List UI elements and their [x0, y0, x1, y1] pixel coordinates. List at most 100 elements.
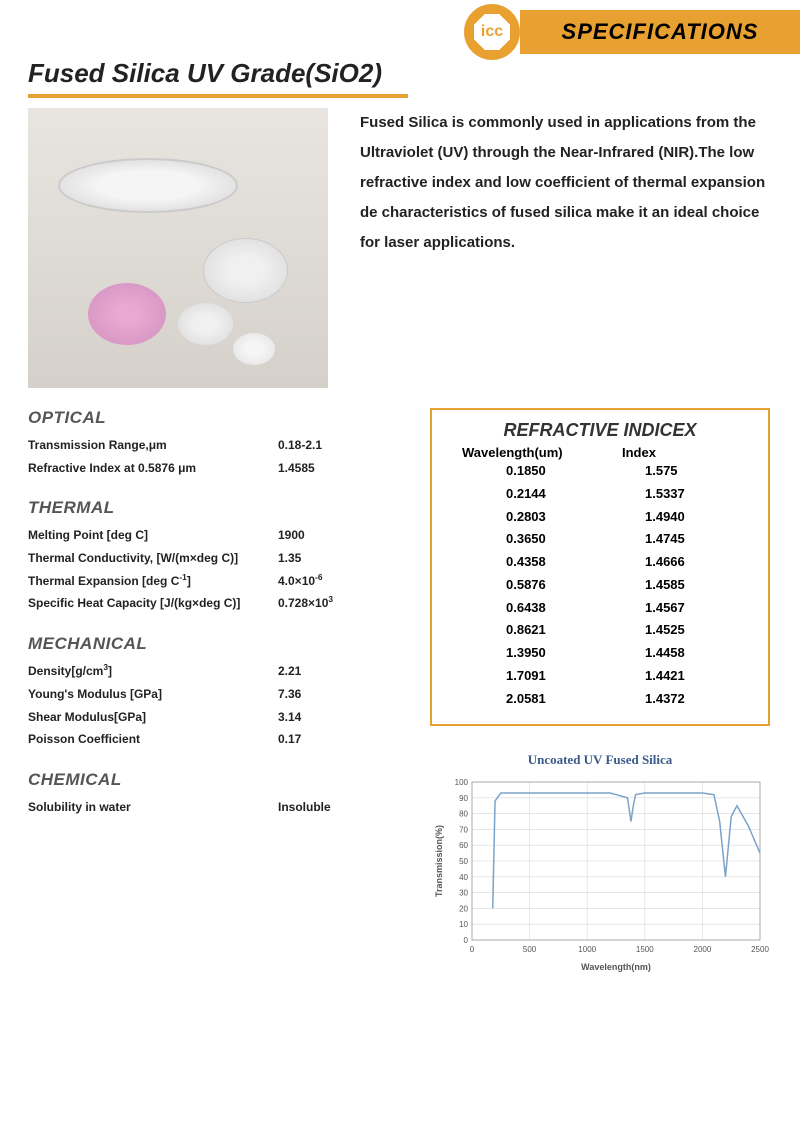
refractive-row: 2.05811.4372 — [450, 688, 750, 711]
wavelength-cell: 0.5876 — [450, 574, 625, 597]
refractive-table-header: Wavelength(um) Index — [450, 445, 750, 460]
svg-text:Transmission(%): Transmission(%) — [434, 825, 444, 897]
lens-shape — [203, 238, 288, 303]
spec-label: Shear Modulus[GPa] — [28, 706, 278, 729]
lens-shape — [58, 158, 238, 213]
spec-value: 7.36 — [278, 683, 408, 706]
svg-text:10: 10 — [459, 920, 468, 929]
refractive-col2: Index — [622, 445, 656, 460]
optical-heading: OPTICAL — [28, 408, 408, 428]
spec-row: Transmission Range,μm0.18-2.1 — [28, 434, 408, 457]
transmission-chart: Uncoated UV Fused Silica 010203040506070… — [430, 752, 770, 982]
refractive-index-table: REFRACTIVE INDICEX Wavelength(um) Index … — [430, 408, 770, 726]
svg-text:0: 0 — [464, 936, 469, 945]
chemical-section: CHEMICAL Solubility in waterInsoluble — [28, 770, 408, 819]
index-cell: 1.4567 — [625, 597, 750, 620]
spec-row: Thermal Conductivity, [W/(m×deg C)]1.35 — [28, 547, 408, 570]
refractive-row: 0.86211.4525 — [450, 619, 750, 642]
refractive-row: 1.70911.4421 — [450, 665, 750, 688]
spec-value: 0.17 — [278, 728, 408, 751]
wavelength-cell: 0.3650 — [450, 528, 625, 551]
spec-row: Poisson Coefficient0.17 — [28, 728, 408, 751]
svg-text:80: 80 — [459, 810, 468, 819]
wavelength-cell: 1.7091 — [450, 665, 625, 688]
spec-row: Refractive Index at 0.5876 μm1.4585 — [28, 457, 408, 480]
spec-value: 1.35 — [278, 547, 408, 570]
spec-row: Melting Point [deg C]1900 — [28, 524, 408, 547]
svg-text:2000: 2000 — [694, 945, 712, 954]
mechanical-section: MECHANICAL Density[g/cm3]2.21Young's Mod… — [28, 634, 408, 751]
spec-label: Thermal Expansion [deg C-1] — [28, 570, 278, 593]
lens-shape — [178, 303, 233, 345]
svg-text:100: 100 — [455, 778, 469, 787]
spec-value: 0.728×103 — [278, 592, 408, 615]
refractive-row: 0.18501.575 — [450, 460, 750, 483]
spec-label: Density[g/cm3] — [28, 660, 278, 683]
index-cell: 1.4458 — [625, 642, 750, 665]
refractive-row: 0.64381.4567 — [450, 597, 750, 620]
wavelength-cell: 0.6438 — [450, 597, 625, 620]
svg-text:500: 500 — [523, 945, 537, 954]
wavelength-cell: 0.4358 — [450, 551, 625, 574]
product-image — [28, 108, 328, 388]
index-cell: 1.4372 — [625, 688, 750, 711]
thermal-section: THERMAL Melting Point [deg C]1900Thermal… — [28, 498, 408, 615]
svg-text:50: 50 — [459, 857, 468, 866]
chart-svg: 0102030405060708090100050010001500200025… — [430, 774, 770, 974]
svg-text:0: 0 — [470, 945, 475, 954]
index-cell: 1.4666 — [625, 551, 750, 574]
page-title: Fused Silica UV Grade(SiO2) — [28, 58, 382, 89]
spec-label: Specific Heat Capacity [J/(kg×deg C)] — [28, 592, 278, 615]
thermal-heading: THERMAL — [28, 498, 408, 518]
spec-value: Insoluble — [278, 796, 408, 819]
index-cell: 1.4585 — [625, 574, 750, 597]
wavelength-cell: 0.1850 — [450, 460, 625, 483]
wavelength-cell: 1.3950 — [450, 642, 625, 665]
spec-row: Young's Modulus [GPa]7.36 — [28, 683, 408, 706]
chart-title: Uncoated UV Fused Silica — [430, 752, 770, 768]
index-cell: 1.4940 — [625, 506, 750, 529]
svg-text:90: 90 — [459, 794, 468, 803]
index-cell: 1.575 — [625, 460, 750, 483]
spec-row: Shear Modulus[GPa]3.14 — [28, 706, 408, 729]
index-cell: 1.4421 — [625, 665, 750, 688]
spec-row: Specific Heat Capacity [J/(kg×deg C)]0.7… — [28, 592, 408, 615]
chemical-heading: CHEMICAL — [28, 770, 408, 790]
specifications-label: SPECIFICATIONS — [562, 19, 759, 45]
wavelength-cell: 2.0581 — [450, 688, 625, 711]
spec-value: 1900 — [278, 524, 408, 547]
spec-label: Solubility in water — [28, 796, 278, 819]
svg-text:30: 30 — [459, 889, 468, 898]
svg-text:40: 40 — [459, 873, 468, 882]
refractive-row: 0.21441.5337 — [450, 483, 750, 506]
spec-value: 3.14 — [278, 706, 408, 729]
spec-label: Poisson Coefficient — [28, 728, 278, 751]
refractive-row: 0.36501.4745 — [450, 528, 750, 551]
spec-label: Transmission Range,μm — [28, 434, 278, 457]
spec-value: 1.4585 — [278, 457, 408, 480]
spec-row: Solubility in waterInsoluble — [28, 796, 408, 819]
spec-label: Melting Point [deg C] — [28, 524, 278, 547]
lens-shape — [88, 283, 166, 345]
wavelength-cell: 0.2803 — [450, 506, 625, 529]
svg-text:2500: 2500 — [751, 945, 769, 954]
title-underline — [28, 94, 408, 98]
svg-text:1500: 1500 — [636, 945, 654, 954]
index-cell: 1.4525 — [625, 619, 750, 642]
mechanical-heading: MECHANICAL — [28, 634, 408, 654]
spec-row: Density[g/cm3]2.21 — [28, 660, 408, 683]
svg-text:60: 60 — [459, 841, 468, 850]
refractive-col1: Wavelength(um) — [462, 445, 622, 460]
refractive-heading: REFRACTIVE INDICEX — [450, 420, 750, 441]
wavelength-cell: 0.8621 — [450, 619, 625, 642]
refractive-row: 0.58761.4585 — [450, 574, 750, 597]
optical-section: OPTICAL Transmission Range,μm0.18-2.1Ref… — [28, 408, 408, 480]
specifications-banner: SPECIFICATIONS — [520, 10, 800, 54]
spec-value: 4.0×10-6 — [278, 570, 408, 593]
spec-label: Refractive Index at 0.5876 μm — [28, 457, 278, 480]
logo-badge: icc — [464, 4, 520, 60]
svg-text:20: 20 — [459, 904, 468, 913]
header: icc SPECIFICATIONS — [0, 0, 800, 50]
index-cell: 1.4745 — [625, 528, 750, 551]
spec-label: Young's Modulus [GPa] — [28, 683, 278, 706]
